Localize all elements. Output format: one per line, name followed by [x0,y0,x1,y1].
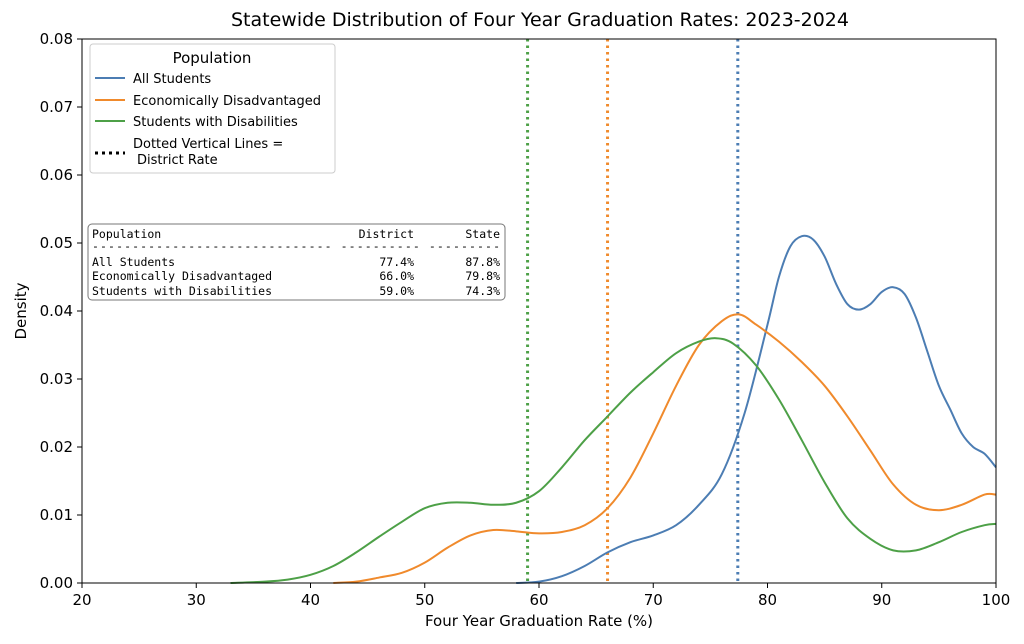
y-axis-label: Density [12,282,30,339]
table-header-district: District [359,227,414,241]
y-tick-label: 0.04 [40,302,73,320]
table-divider: ------------------------------ ---------… [92,239,500,253]
x-tick-label: 80 [758,591,777,609]
chart-title: Statewide Distribution of Four Year Grad… [231,9,849,31]
x-tick-label: 50 [415,591,434,609]
x-tick-label: 30 [187,591,206,609]
y-axis: 0.00 0.01 0.02 0.03 0.04 0.05 0.06 0.07 0.08 [40,30,82,592]
legend-title: Population [173,49,252,67]
legend-label-district-rate-line2: District Rate [137,153,218,168]
y-tick-label: 0.05 [40,234,73,252]
y-tick-label: 0.01 [40,506,73,524]
table-header-state: State [465,227,500,241]
x-tick-label: 60 [529,591,548,609]
x-tick-label: 70 [644,591,663,609]
y-tick-label: 0.06 [40,166,73,184]
y-tick-label: 0.08 [40,30,73,48]
density-curve-economically-disadvantaged [333,313,997,584]
y-tick-label: 0.02 [40,438,73,456]
table-row-label: Students with Disabilities [92,284,272,298]
y-tick-label: 0.03 [40,370,73,388]
district-lines [526,39,740,583]
table-row-state: 74.3% [465,284,500,298]
density-curve-students-with-disabilities [230,337,997,584]
legend: Population All Students Economically Dis… [89,43,336,174]
x-tick-label: 40 [301,591,320,609]
y-tick-label: 0.00 [40,574,73,592]
table-row-district: 77.4% [379,255,414,269]
density-curves [230,234,997,584]
legend-box [89,43,336,174]
y-tick-label: 0.07 [40,98,73,116]
summary-table: Population District State --------------… [87,223,506,301]
density-curve-all-students [516,234,997,584]
legend-label-all-students: All Students [133,72,211,87]
table-row-state: 79.8% [465,269,500,283]
table-row-district: 66.0% [379,269,414,283]
table-row-label: All Students [92,255,175,269]
legend-label-district-rate-line1: Dotted Vertical Lines = [133,137,283,152]
table-row-district: 59.0% [379,284,414,298]
summary-table-box [87,223,506,301]
table-header-population: Population [92,227,161,241]
x-axis: 20 30 40 50 60 70 80 90 100 [72,583,1010,609]
legend-label-disabilities: Students with Disabilities [133,115,298,130]
table-row-label: Economically Disadvantaged [92,269,272,283]
x-tick-label: 100 [982,591,1011,609]
x-axis-label: Four Year Graduation Rate (%) [425,612,653,630]
x-tick-label: 90 [872,591,891,609]
x-tick-label: 20 [72,591,91,609]
legend-label-econ-disadvantaged: Economically Disadvantaged [133,94,321,109]
table-row-state: 87.8% [465,255,500,269]
